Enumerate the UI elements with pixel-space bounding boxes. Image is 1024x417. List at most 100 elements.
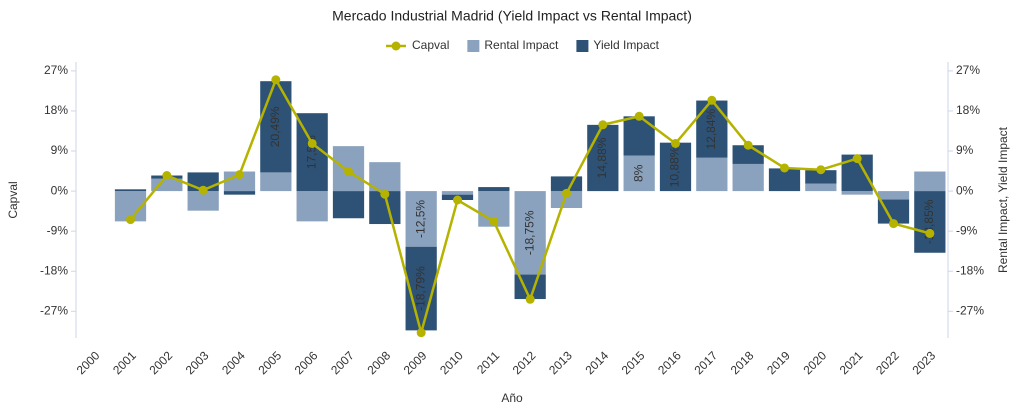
point <box>925 228 935 238</box>
point <box>307 138 317 148</box>
bar <box>223 191 256 195</box>
x-tick-label: 2001 <box>110 348 139 377</box>
legend-item: Capval <box>386 38 449 52</box>
bar <box>405 191 437 247</box>
y2-tick-label: -27% <box>956 303 984 317</box>
legend-label: Rental Impact <box>484 38 559 52</box>
value-label: 20,49% <box>268 106 282 147</box>
y2-tick-label: 18% <box>956 103 980 117</box>
value-label: 12,84% <box>704 108 718 149</box>
point <box>852 154 862 164</box>
legend-label: Capval <box>412 38 449 52</box>
x-tick-label: 2012 <box>510 348 539 377</box>
x-tick-label: 2014 <box>582 348 611 377</box>
point <box>416 328 426 338</box>
x-tick-label: 2017 <box>691 348 720 377</box>
bar <box>659 142 692 192</box>
y-tick-label: -9% <box>47 223 69 237</box>
x-tick-label: 2016 <box>655 348 684 377</box>
x-tick-label: 2005 <box>255 348 284 377</box>
legend-symbol <box>391 41 401 51</box>
y2-tick-label: -18% <box>956 263 984 277</box>
bar <box>914 171 946 192</box>
point <box>271 75 281 85</box>
bar <box>805 183 837 192</box>
point <box>707 95 717 105</box>
x-tick-label: 2011 <box>474 348 502 376</box>
y-axis-title: Capval <box>6 181 20 218</box>
point <box>780 163 789 173</box>
x-tick-label: 2020 <box>800 348 829 377</box>
bar <box>260 172 292 192</box>
bar <box>696 157 728 192</box>
y-tick-label: 18% <box>44 103 68 117</box>
y2-tick-label: -9% <box>956 223 978 237</box>
point <box>562 188 571 198</box>
point <box>162 171 172 181</box>
y-tick-label: 27% <box>44 63 68 77</box>
x-tick-label: 2023 <box>909 348 938 377</box>
y-tick-label: 0% <box>51 183 69 197</box>
bar <box>623 116 655 156</box>
point <box>634 111 644 121</box>
point <box>816 165 826 175</box>
point <box>671 138 680 148</box>
bar <box>478 187 510 192</box>
x-tick-label: 2004 <box>219 348 248 377</box>
point <box>235 170 244 180</box>
bar <box>914 191 946 253</box>
y-tick-label: -27% <box>40 303 68 317</box>
x-tick-label: 2019 <box>764 348 793 377</box>
point <box>380 189 390 199</box>
x-tick-label: 2007 <box>328 348 357 377</box>
bar <box>623 155 655 192</box>
x-tick-label: 2010 <box>437 348 466 377</box>
point <box>743 140 753 150</box>
bar <box>841 191 873 195</box>
bar <box>114 189 147 192</box>
x-tick-label: 2002 <box>146 348 175 377</box>
bar <box>696 100 728 158</box>
point <box>344 167 353 177</box>
legend-symbol <box>576 40 589 52</box>
y2-tick-label: 0% <box>956 183 974 197</box>
x-tick-label: 2000 <box>74 348 103 377</box>
bar <box>223 171 256 192</box>
x-tick-label: 2006 <box>292 348 321 377</box>
bar <box>587 124 619 192</box>
y-tick-label: 9% <box>51 143 69 157</box>
value-label: -12,5% <box>413 200 427 238</box>
point <box>198 185 208 195</box>
bar <box>732 163 764 192</box>
bar <box>296 191 328 222</box>
bar <box>550 191 583 209</box>
legend-item: Yield Impact <box>576 38 660 52</box>
point <box>453 195 462 205</box>
y-tick-label: -18% <box>40 263 68 277</box>
point <box>598 120 608 130</box>
legend-item: Rental Impact <box>467 38 559 52</box>
value-label: 8% <box>631 164 645 182</box>
bar <box>187 191 219 211</box>
x-tick-label: 2013 <box>546 348 575 377</box>
bar <box>768 168 801 192</box>
x-tick-label: 2003 <box>183 348 212 377</box>
bar <box>151 178 183 192</box>
value-label: 10,88% <box>668 146 682 187</box>
x-tick-label: 2009 <box>401 348 430 377</box>
y2-tick-label: 27% <box>956 63 980 77</box>
value-label: -18,75% <box>522 210 536 255</box>
x-tick-label: 2022 <box>873 348 902 377</box>
point <box>489 216 499 226</box>
point <box>525 294 535 304</box>
x-tick-label: 2015 <box>619 348 648 377</box>
x-tick-label: 2008 <box>364 348 393 377</box>
legend-label: Yield Impact <box>593 38 659 52</box>
y2-axis-title: Rental Impact, Yield Impact <box>996 126 1010 273</box>
point <box>889 219 898 229</box>
x-tick-label: 2018 <box>728 348 757 377</box>
bar <box>332 191 365 219</box>
value-label: 14,88% <box>595 137 609 178</box>
legend-symbol <box>467 40 480 52</box>
